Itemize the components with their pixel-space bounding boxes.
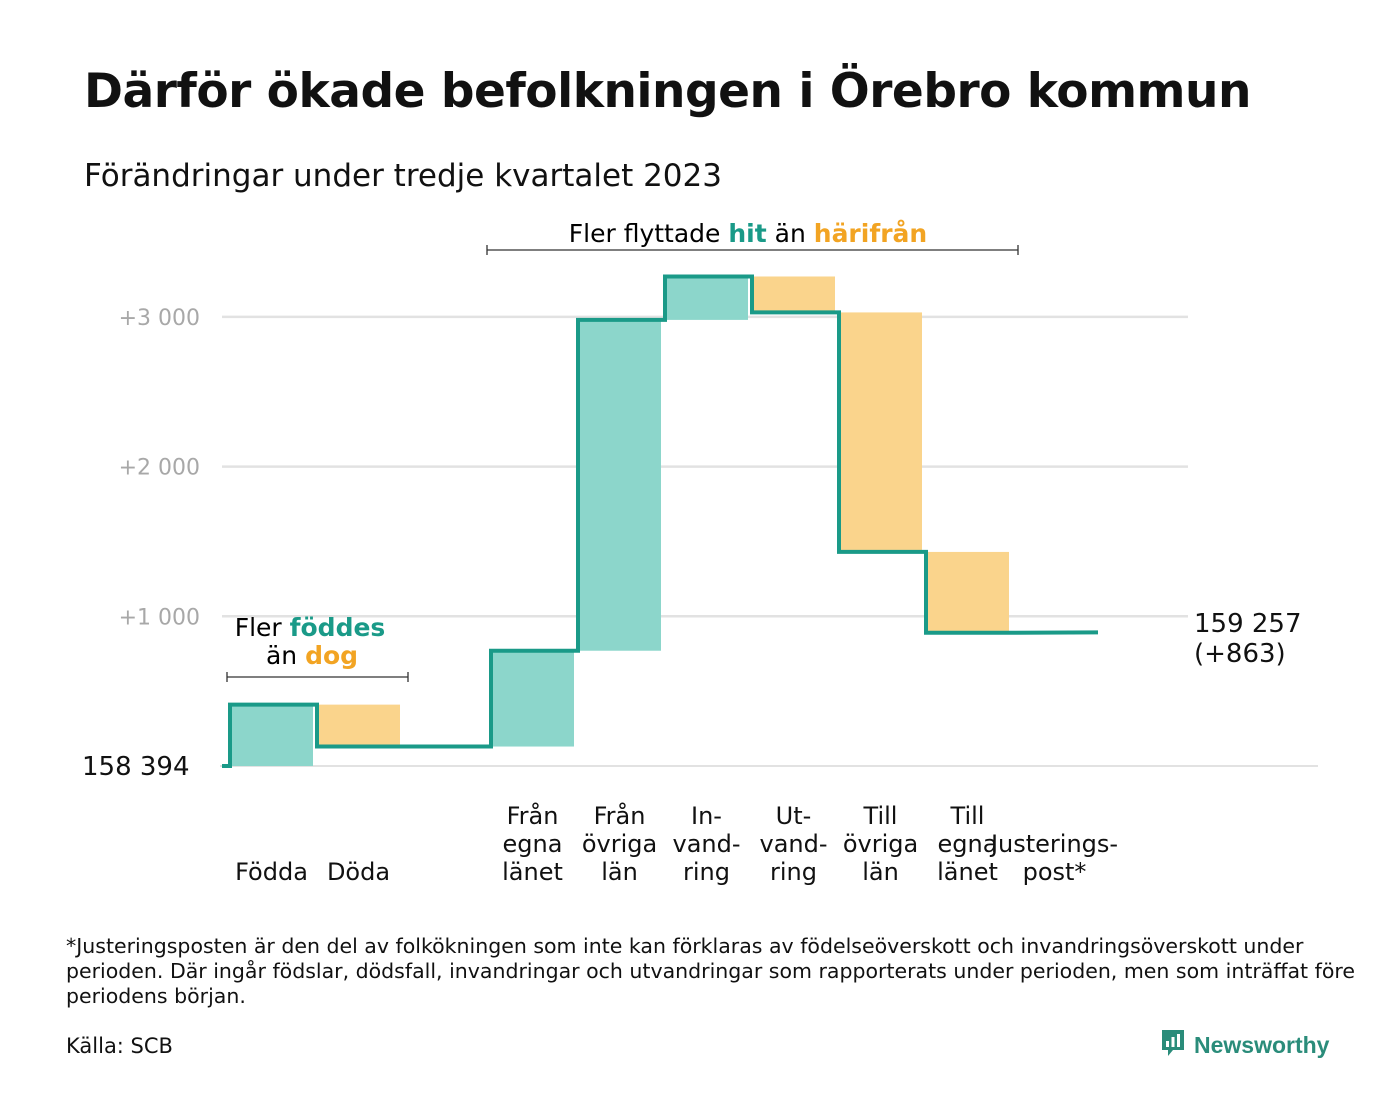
migration-middle: än: [767, 219, 814, 248]
births-annotation-prefix: Fler: [235, 613, 290, 642]
category-label: Till: [863, 802, 898, 830]
deaths-annotation-prefix: än: [266, 641, 305, 670]
category-label: län: [601, 858, 638, 886]
category-label: Till: [950, 802, 985, 830]
category-label: övriga: [582, 830, 657, 858]
category-label: ring: [683, 858, 730, 886]
migration-highlight-out: härifrån: [814, 219, 927, 248]
increase-bar: [491, 650, 574, 747]
deaths-highlight: dog: [305, 641, 358, 670]
migration-annotation-text: Fler flyttade hit än härifrån: [569, 219, 927, 248]
category-label: län: [862, 858, 899, 886]
migration-prefix: Fler flyttade: [569, 219, 729, 248]
waterfall-chart: +1 000+2 000+3 000 Födda DödaFrånegnaläne…: [82, 219, 1318, 886]
decrease-bar: [926, 551, 1009, 633]
gridlines: +1 000 +2 000 +3 000: [119, 306, 1318, 767]
decrease-bar: [317, 704, 400, 747]
bars: [230, 276, 1009, 766]
end-change-label: (+863): [1194, 639, 1286, 669]
births-bracket: [226, 672, 409, 682]
end-value-label: 159 257: [1194, 609, 1302, 639]
category-label: Döda: [327, 858, 390, 886]
increase-bar: [578, 319, 661, 651]
source-label: Källa: SCB: [66, 1034, 173, 1058]
brand-name: Newsworthy: [1194, 1031, 1330, 1058]
category-label: länet: [502, 858, 563, 886]
footnote: *Justeringsposten är den del av folkökni…: [66, 934, 1355, 1008]
increase-bar: [230, 704, 313, 766]
end-value-annotation: 159 257 (+863): [1194, 609, 1302, 669]
increase-bar: [665, 276, 748, 320]
y-tick-label: +3 000: [119, 306, 200, 331]
decrease-bar: [839, 312, 922, 552]
decrease-bar: [752, 276, 835, 313]
category-label: Från: [507, 801, 559, 830]
category-label: ring: [770, 858, 817, 886]
category-label: Ut-: [776, 802, 812, 830]
bar-chart-speech-bubble-icon: [1160, 1028, 1186, 1062]
migration-bracket: [486, 245, 1019, 255]
births-annotation: Fler föddes än dog: [226, 613, 409, 682]
migration-annotation: Fler flyttade hit än härifrån: [486, 219, 1019, 255]
births-highlight: föddes: [290, 613, 386, 642]
category-label: Justerings-: [989, 830, 1118, 858]
category-label: Födda: [235, 858, 308, 886]
y-tick-label: +1 000: [119, 605, 200, 630]
births-annotation-line2: än dog: [266, 641, 358, 670]
chart-title: Därför ökade befolkningen i Örebro kommu…: [84, 64, 1251, 119]
category-label: egna: [503, 830, 563, 858]
category-label: egna: [938, 830, 998, 858]
brand-logo[interactable]: Newsworthy: [1160, 1028, 1329, 1062]
cumulative-step-line: [222, 274, 1099, 768]
chart-subtitle: Förändringar under tredje kvartalet 2023: [84, 158, 722, 194]
category-label: post*: [1023, 858, 1087, 886]
migration-highlight-in: hit: [728, 219, 766, 248]
category-label: In-: [691, 802, 722, 830]
step-line-layer: [222, 274, 1099, 768]
y-tick-label: +2 000: [119, 456, 200, 481]
births-annotation-line1: Fler föddes: [235, 613, 386, 642]
category-labels: Födda DödaFrånegnalänetFrånövrigalänIn-va…: [235, 801, 1118, 886]
category-label: vand-: [759, 830, 827, 858]
category-label: länet: [937, 858, 998, 886]
category-label: Från: [594, 801, 646, 830]
category-label: övriga: [843, 830, 918, 858]
start-value-label: 158 394: [82, 752, 190, 782]
category-label: vand-: [672, 830, 740, 858]
